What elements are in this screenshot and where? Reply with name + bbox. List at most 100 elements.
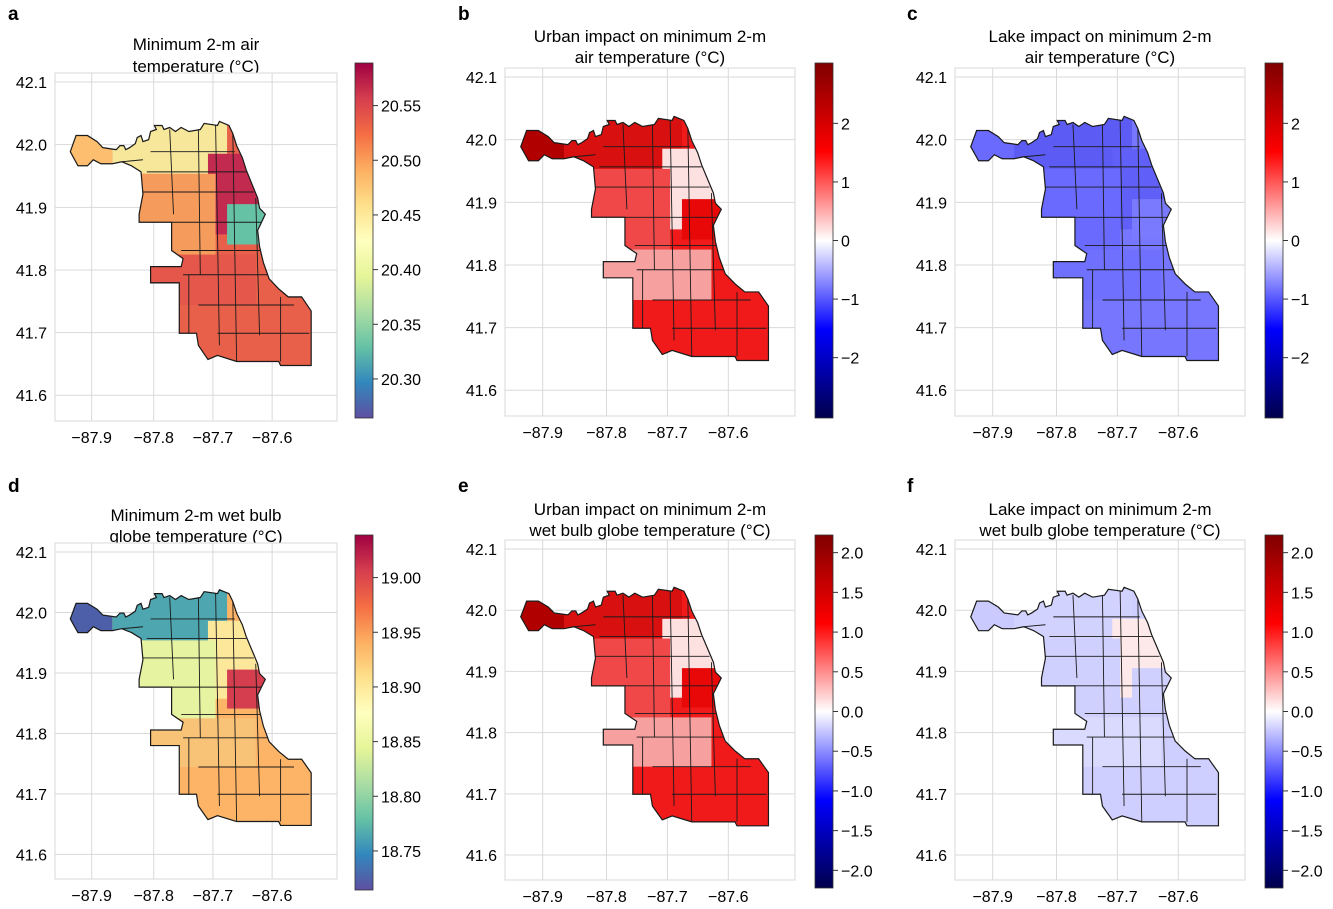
x-tick-label: −87.6 xyxy=(252,888,293,905)
colorbar-tick-label: 18.80 xyxy=(381,789,421,806)
panel-title-line: wet bulb globe temperature (°C) xyxy=(978,521,1220,540)
district-boundary xyxy=(232,601,238,822)
y-tick-label: 41.9 xyxy=(466,195,497,212)
district-boundary xyxy=(1137,128,1143,357)
colorbar-tick-label: −2 xyxy=(841,351,859,368)
y-tick-label: 42.1 xyxy=(16,545,47,562)
x-tick-label: −87.7 xyxy=(193,888,234,905)
y-tick-label: 42.1 xyxy=(466,542,497,559)
colorbar-tick-label: −2.0 xyxy=(1291,863,1323,880)
panel-letter: d xyxy=(8,476,20,497)
y-tick-label: 41.6 xyxy=(466,383,497,400)
colorbar-tick-label: 1.0 xyxy=(841,625,863,642)
colorbar-tick-label: −1.0 xyxy=(1291,784,1323,801)
district-boundary xyxy=(669,591,675,807)
y-tick-label: 41.6 xyxy=(466,848,497,865)
colorbar-tick-label: 0.0 xyxy=(841,705,863,722)
y-tick-label: 41.8 xyxy=(916,726,947,743)
colorbar-tick-label: −1.5 xyxy=(1291,824,1323,841)
y-tick-label: 41.6 xyxy=(916,848,947,865)
colorbar-tick-label: 18.95 xyxy=(381,625,421,642)
y-tick-label: 41.6 xyxy=(916,383,947,400)
colorbar xyxy=(814,62,834,419)
district-boundary xyxy=(1023,154,1046,158)
x-tick-label: −87.7 xyxy=(1097,889,1138,906)
district-boundary xyxy=(1072,124,1078,210)
colorbar xyxy=(1264,62,1284,419)
y-tick-label: 41.7 xyxy=(466,321,497,338)
panel-e: e Urban impact on minimum 2-m wet bulb glo… xyxy=(458,476,873,906)
x-tick-label: −87.6 xyxy=(1158,425,1199,442)
district-boundary xyxy=(1072,595,1078,678)
colorbar-tick-label: −1 xyxy=(841,292,859,309)
district-boundary xyxy=(255,663,261,797)
colorbar-tick-label: 2.0 xyxy=(1291,546,1313,563)
y-tick-label: 41.8 xyxy=(16,263,47,280)
district-boundary xyxy=(1137,599,1143,822)
colorbar-tick-label: −2.0 xyxy=(841,863,873,880)
district-boundary xyxy=(169,597,174,680)
district-boundary xyxy=(215,125,220,346)
district-boundary xyxy=(687,128,693,357)
y-tick-label: 41.9 xyxy=(916,664,947,681)
y-tick-label: 42.1 xyxy=(466,70,497,87)
district-boundary xyxy=(622,124,628,210)
district-boundary xyxy=(1160,193,1166,331)
x-tick-label: −87.9 xyxy=(71,888,112,905)
colorbar-tick-label: 1 xyxy=(1291,175,1300,192)
y-tick-label: 41.6 xyxy=(16,388,47,405)
panel-d: d Minimum 2-m wet bulb globe temperature (… xyxy=(8,476,421,905)
panel-title-line: Minimum 2-m wet bulb xyxy=(111,506,282,525)
colorbar-tick-label: 20.55 xyxy=(381,99,421,116)
x-tick-label: −87.9 xyxy=(972,425,1013,442)
x-tick-label: −87.8 xyxy=(1036,889,1077,906)
y-tick-label: 41.8 xyxy=(916,258,947,275)
panel-letter: f xyxy=(907,476,914,497)
y-tick-label: 42.0 xyxy=(466,133,497,150)
panel-title-line: air temperature (°C) xyxy=(575,48,725,67)
y-tick-label: 41.9 xyxy=(16,200,47,217)
panel-letter: c xyxy=(907,4,918,25)
district-boundary xyxy=(121,159,143,163)
colorbar-tick-label: 2 xyxy=(841,116,850,133)
district-boundary xyxy=(197,597,201,738)
x-tick-label: −87.6 xyxy=(252,430,293,447)
panel-title-line: Minimum 2-m air xyxy=(133,35,260,54)
panel-title-line: temperature (°C) xyxy=(133,57,260,76)
colorbar-tick-label: −0.5 xyxy=(841,744,873,761)
district-boundary xyxy=(197,129,201,275)
colorbar xyxy=(814,534,834,889)
y-tick-label: 42.0 xyxy=(466,603,497,620)
panel-b: b Urban impact on minimum 2-m air temperat… xyxy=(458,4,859,442)
x-tick-label: −87.9 xyxy=(522,889,563,906)
x-tick-label: −87.8 xyxy=(586,889,627,906)
y-tick-label: 42.1 xyxy=(16,75,47,92)
x-tick-label: −87.8 xyxy=(133,888,174,905)
panel-letter: e xyxy=(458,476,469,497)
colorbar-tick-label: 1.5 xyxy=(841,585,863,602)
district-boundary xyxy=(232,133,238,362)
y-tick-label: 42.1 xyxy=(916,542,947,559)
colorbar-tick-label: 20.50 xyxy=(381,153,421,170)
colorbar-tick-label: 20.40 xyxy=(381,263,421,280)
city-map xyxy=(970,586,1220,827)
district-boundary xyxy=(652,595,655,738)
colorbar xyxy=(1264,534,1284,889)
y-tick-label: 41.9 xyxy=(16,666,47,683)
x-tick-label: −87.6 xyxy=(708,425,749,442)
y-tick-label: 41.7 xyxy=(16,326,47,343)
x-tick-label: −87.6 xyxy=(1158,889,1199,906)
y-tick-label: 41.9 xyxy=(916,195,947,212)
colorbar-tick-label: −0.5 xyxy=(1291,744,1323,761)
district-boundary xyxy=(622,595,628,678)
y-tick-label: 41.9 xyxy=(466,664,497,681)
colorbar-tick-label: 18.75 xyxy=(381,844,421,861)
y-tick-label: 41.6 xyxy=(16,847,47,864)
district-boundary xyxy=(669,120,675,341)
district-boundary xyxy=(121,626,143,630)
x-tick-label: −87.7 xyxy=(1097,425,1138,442)
colorbar-tick-label: 18.90 xyxy=(381,680,421,697)
x-tick-label: −87.9 xyxy=(972,889,1013,906)
y-tick-label: 41.7 xyxy=(466,787,497,804)
